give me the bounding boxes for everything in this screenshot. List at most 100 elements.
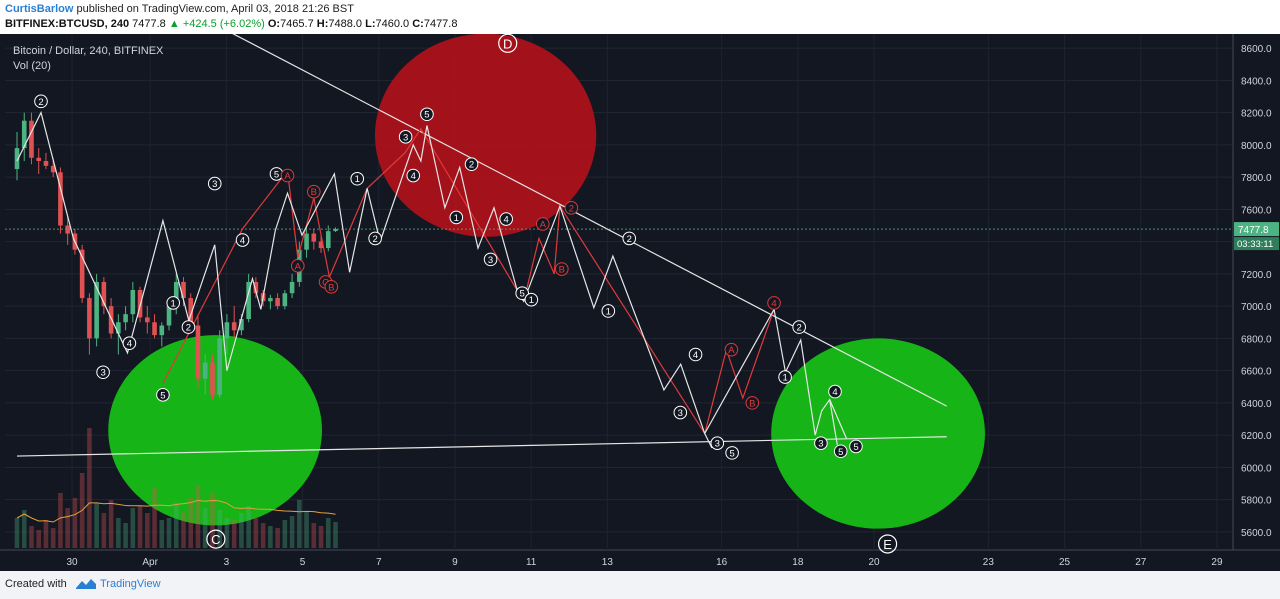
wave-label: B	[306, 184, 321, 199]
candle-body	[130, 290, 136, 315]
zone-ellipse-green	[108, 335, 322, 526]
x-tick-label: 9	[452, 557, 458, 568]
major-wave-label: D	[498, 34, 518, 53]
candle-body	[239, 319, 244, 331]
wave-label: 2	[34, 94, 48, 109]
volume-bar	[21, 510, 27, 548]
volume-bar	[311, 523, 317, 548]
author-link[interactable]: CurtisBarlow	[5, 3, 74, 15]
volume-bar	[152, 488, 157, 548]
y-tick-label: 6200.0	[1241, 431, 1272, 442]
volume-bar	[159, 520, 165, 548]
volume-bar	[108, 500, 114, 548]
x-tick-label: 29	[1211, 557, 1223, 568]
candle-body	[325, 231, 331, 249]
candle-body	[268, 298, 273, 302]
wave-label: 2	[181, 320, 196, 334]
candle-body	[304, 233, 309, 250]
wave-label-text: B	[328, 282, 334, 293]
volume-bar	[58, 493, 63, 548]
candle-body	[58, 172, 63, 226]
wave-label-text: 2	[469, 160, 474, 171]
candle-body	[224, 322, 230, 339]
y-tick-label: 8400.0	[1241, 76, 1272, 87]
candle	[159, 322, 165, 347]
candle-body	[195, 325, 201, 379]
wave-label: 2	[792, 320, 806, 334]
wave-label-text: 4	[411, 171, 416, 182]
wave-label-circle	[350, 171, 365, 186]
wave-label-text: 1	[529, 295, 534, 306]
countdown-tag-text: 03:33:11	[1237, 239, 1273, 250]
wave-label-circle	[515, 286, 530, 301]
wave-label: 1	[778, 370, 792, 384]
candle	[325, 225, 331, 252]
y-tick-label: 8200.0	[1241, 109, 1272, 120]
candle-body	[79, 249, 85, 299]
wave-label: 4	[828, 384, 842, 399]
candle	[210, 354, 215, 400]
wave-label: 5	[725, 446, 739, 460]
volume-bar	[304, 512, 309, 548]
wave-label-text: 1	[782, 373, 787, 384]
candle	[217, 330, 222, 399]
candle-body	[253, 281, 259, 294]
wave-label-text: 5	[838, 447, 843, 458]
candle	[289, 273, 295, 299]
wave-label-text: 1	[171, 298, 176, 309]
volume-bar	[202, 508, 208, 548]
wave-label: 4	[767, 296, 781, 310]
wave-label-text: B	[559, 265, 565, 276]
y-tick-label: 6800.0	[1241, 334, 1272, 345]
volume-bar	[29, 526, 34, 548]
open-label: O:	[267, 18, 281, 30]
x-tick-label: 7	[376, 557, 382, 568]
wave-label-circle	[324, 279, 339, 294]
candle-body	[311, 233, 317, 242]
x-tick-label: 18	[792, 557, 804, 568]
wave-label-circle	[725, 446, 739, 460]
wave-label-circle	[464, 157, 479, 172]
tradingview-link[interactable]: TradingView	[100, 578, 161, 590]
wave-label-text: B	[749, 398, 755, 409]
x-tick-label: 11	[526, 557, 537, 568]
wave-label-text: 5	[729, 448, 734, 459]
volume-bar	[87, 428, 92, 548]
candle	[130, 281, 136, 323]
wave-label: 2	[464, 157, 479, 172]
y-tick-label: 5800.0	[1241, 496, 1272, 507]
trendline	[16, 436, 947, 457]
wave-label-circle	[535, 217, 550, 231]
major-wave-circle	[498, 34, 518, 53]
candle	[29, 112, 34, 165]
candle-body	[145, 317, 150, 323]
y-tick-label: 7600.0	[1241, 205, 1272, 216]
wave-label: 2	[564, 200, 579, 215]
wave-label: 2	[622, 231, 637, 246]
candle	[58, 167, 63, 234]
candle	[202, 354, 208, 395]
price-chart[interactable]: 8600.08400.08200.08000.07800.07600.07400…	[0, 34, 1280, 571]
volume-bar	[297, 500, 302, 548]
red-wave-line	[162, 127, 775, 435]
wave-label: 1	[166, 296, 181, 310]
published-text: published on TradingView.com, April 03, …	[76, 3, 354, 15]
candle	[36, 148, 42, 174]
wave-label-text: 3	[818, 439, 823, 450]
wave-label-circle	[156, 388, 170, 402]
y-tick-label: 7000.0	[1241, 302, 1272, 313]
wave-label-text: 5	[274, 169, 279, 180]
wave-label-circle	[122, 336, 137, 351]
wave-label: 3	[96, 365, 110, 380]
y-tick-label: 6000.0	[1241, 463, 1272, 474]
wave-label-circle	[745, 396, 760, 410]
candle-body	[246, 281, 251, 320]
wave-label: 3	[673, 405, 688, 420]
wave-label: 4	[235, 233, 250, 247]
volume-bar	[224, 518, 230, 548]
volume-bar	[325, 518, 331, 548]
volume-bar	[210, 493, 215, 548]
volume-bar	[173, 503, 179, 548]
volume-bar	[333, 522, 338, 548]
candle-body	[50, 165, 56, 173]
